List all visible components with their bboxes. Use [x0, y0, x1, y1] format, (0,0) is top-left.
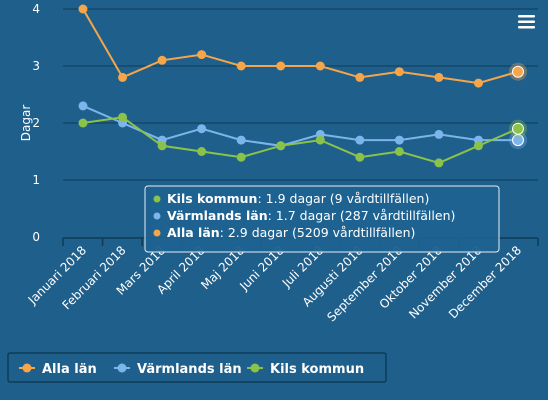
data-point[interactable] — [118, 112, 128, 122]
series-line — [82, 104, 518, 147]
data-point[interactable] — [78, 118, 88, 128]
y-tick-label: 3 — [32, 59, 40, 73]
legend: Alla län Värmlands län Kils kommun — [7, 352, 387, 383]
data-point[interactable] — [118, 72, 128, 82]
tooltip-line: Kils kommun: 1.9 dagar (9 vårdtillfällen… — [167, 191, 429, 206]
tooltip-value: : 1.9 dagar (9 vårdtillfällen) — [257, 191, 429, 206]
data-point[interactable] — [434, 72, 444, 82]
data-point[interactable] — [434, 129, 444, 139]
legend-label: Alla län — [42, 362, 97, 377]
tooltip-marker — [153, 229, 161, 237]
series-kils-kommun — [78, 112, 527, 168]
y-tick-label: 2 — [32, 116, 40, 130]
series-group — [78, 4, 527, 168]
series-line — [82, 8, 519, 85]
tooltip-series-name: Kils kommun — [167, 191, 257, 206]
tooltip-value: : 1.7 dagar (287 vårdtillfällen) — [268, 208, 456, 223]
legend-marker — [117, 363, 127, 373]
legend-item-kils-kommun[interactable]: Kils kommun — [247, 362, 364, 377]
data-point[interactable] — [276, 61, 286, 71]
tooltip-line: Alla län: 2.9 dagar (5209 vårdtillfällen… — [167, 225, 415, 240]
data-point[interactable] — [78, 101, 88, 111]
legend-label: Värmlands län — [137, 362, 242, 377]
data-point[interactable] — [78, 4, 88, 14]
data-point[interactable] — [197, 147, 207, 156]
legend-item-alla-lan[interactable]: Alla län — [19, 362, 97, 377]
hamburger-menu-icon[interactable] — [514, 11, 538, 33]
data-point[interactable] — [434, 158, 444, 168]
x-tick-label: December 2018 — [446, 243, 524, 321]
y-tick-label: 4 — [32, 2, 40, 16]
data-point[interactable] — [355, 152, 365, 162]
data-point[interactable] — [315, 61, 325, 71]
legend-marker — [250, 363, 260, 373]
data-point[interactable] — [355, 72, 365, 82]
tooltip-value: : 2.9 dagar (5209 vårdtillfällen) — [220, 225, 416, 240]
x-tick-label: November 2018 — [406, 243, 484, 321]
data-point[interactable] — [315, 135, 325, 145]
legend-marker — [22, 363, 32, 373]
data-point[interactable] — [197, 50, 207, 60]
data-point[interactable] — [276, 141, 286, 151]
data-point[interactable] — [236, 61, 246, 71]
tooltip-line: Värmlands län: 1.7 dagar (287 vårdtillfä… — [167, 208, 455, 223]
tooltip-series-name: Alla län — [167, 225, 220, 240]
data-point[interactable] — [473, 78, 483, 88]
legend-label: Kils kommun — [270, 362, 364, 377]
data-point[interactable] — [394, 135, 404, 145]
gridlines — [63, 8, 538, 181]
data-point[interactable] — [197, 124, 207, 134]
series-line — [82, 116, 519, 164]
data-point[interactable] — [236, 152, 246, 162]
y-axis-title: Dagar — [19, 105, 33, 142]
tooltip-marker — [153, 195, 161, 203]
series-alla-lan — [78, 4, 527, 88]
y-tick-label: 0 — [32, 230, 40, 244]
y-tick-label: 1 — [32, 173, 40, 187]
data-point[interactable] — [157, 55, 167, 65]
data-point[interactable] — [157, 141, 167, 151]
y-axis-ticks: 0 1 2 3 4 — [32, 2, 40, 244]
data-point[interactable] — [473, 141, 483, 151]
tooltip-marker — [153, 212, 161, 220]
data-point-highlighted[interactable] — [512, 122, 524, 135]
legend-item-varmlands-lan[interactable]: Värmlands län — [114, 362, 242, 377]
data-point[interactable] — [394, 67, 404, 77]
legend-box — [7, 352, 387, 383]
data-point-highlighted[interactable] — [512, 65, 524, 78]
tooltip-box — [144, 185, 500, 253]
tooltip: Kils kommun: 1.9 dagar (9 vårdtillfällen… — [144, 185, 500, 253]
data-point[interactable] — [394, 147, 404, 156]
data-point[interactable] — [236, 135, 246, 145]
tooltip-series-name: Värmlands län — [167, 208, 268, 223]
data-point[interactable] — [355, 135, 365, 145]
